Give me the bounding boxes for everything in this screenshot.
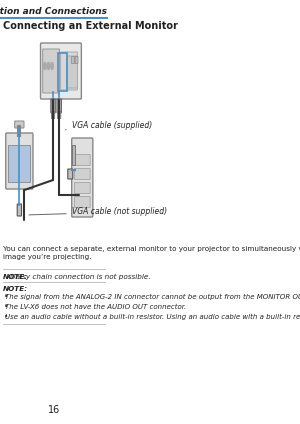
Circle shape bbox=[44, 62, 46, 70]
Text: Use an audio cable without a built-in resistor. Using an audio cable with a buil: Use an audio cable without a built-in re… bbox=[5, 314, 300, 320]
Circle shape bbox=[51, 62, 53, 70]
FancyBboxPatch shape bbox=[57, 99, 61, 113]
FancyBboxPatch shape bbox=[8, 145, 31, 182]
FancyBboxPatch shape bbox=[74, 154, 90, 165]
Circle shape bbox=[47, 62, 50, 70]
FancyBboxPatch shape bbox=[58, 112, 61, 118]
Text: •: • bbox=[4, 294, 8, 300]
Text: VGA cable (not supplied): VGA cable (not supplied) bbox=[29, 207, 167, 217]
Text: The signal from the ANALOG-2 IN connector cannot be output from the MONITOR OUT : The signal from the ANALOG-2 IN connecto… bbox=[5, 294, 300, 300]
FancyBboxPatch shape bbox=[61, 52, 77, 90]
Text: VGA cable (supplied): VGA cable (supplied) bbox=[65, 122, 152, 131]
FancyBboxPatch shape bbox=[51, 112, 55, 118]
Text: Daisy chain connection is not possible.: Daisy chain connection is not possible. bbox=[10, 274, 151, 280]
FancyBboxPatch shape bbox=[75, 56, 78, 64]
FancyBboxPatch shape bbox=[71, 56, 74, 64]
Text: NOTE:: NOTE: bbox=[3, 274, 28, 280]
Text: The LV-X6 does not have the AUDIO OUT connector.: The LV-X6 does not have the AUDIO OUT co… bbox=[5, 304, 187, 310]
FancyBboxPatch shape bbox=[72, 138, 93, 217]
FancyBboxPatch shape bbox=[72, 145, 75, 165]
Text: •: • bbox=[4, 304, 8, 310]
Text: NOTE:: NOTE: bbox=[3, 286, 28, 292]
Text: 16: 16 bbox=[48, 405, 60, 415]
FancyBboxPatch shape bbox=[17, 204, 22, 216]
FancyBboxPatch shape bbox=[68, 169, 73, 179]
FancyBboxPatch shape bbox=[40, 43, 81, 99]
FancyBboxPatch shape bbox=[74, 196, 90, 207]
FancyBboxPatch shape bbox=[15, 121, 24, 128]
FancyBboxPatch shape bbox=[51, 99, 55, 113]
FancyBboxPatch shape bbox=[67, 56, 77, 88]
Text: •: • bbox=[4, 314, 8, 320]
Text: 2. Installation and Connections: 2. Installation and Connections bbox=[0, 8, 107, 17]
Text: You can connect a separate, external monitor to your projector to simultaneously: You can connect a separate, external mon… bbox=[3, 246, 300, 260]
FancyBboxPatch shape bbox=[74, 168, 90, 179]
Text: Connecting an External Monitor: Connecting an External Monitor bbox=[3, 21, 178, 31]
FancyBboxPatch shape bbox=[6, 133, 33, 189]
FancyBboxPatch shape bbox=[74, 182, 90, 193]
FancyBboxPatch shape bbox=[43, 49, 59, 93]
